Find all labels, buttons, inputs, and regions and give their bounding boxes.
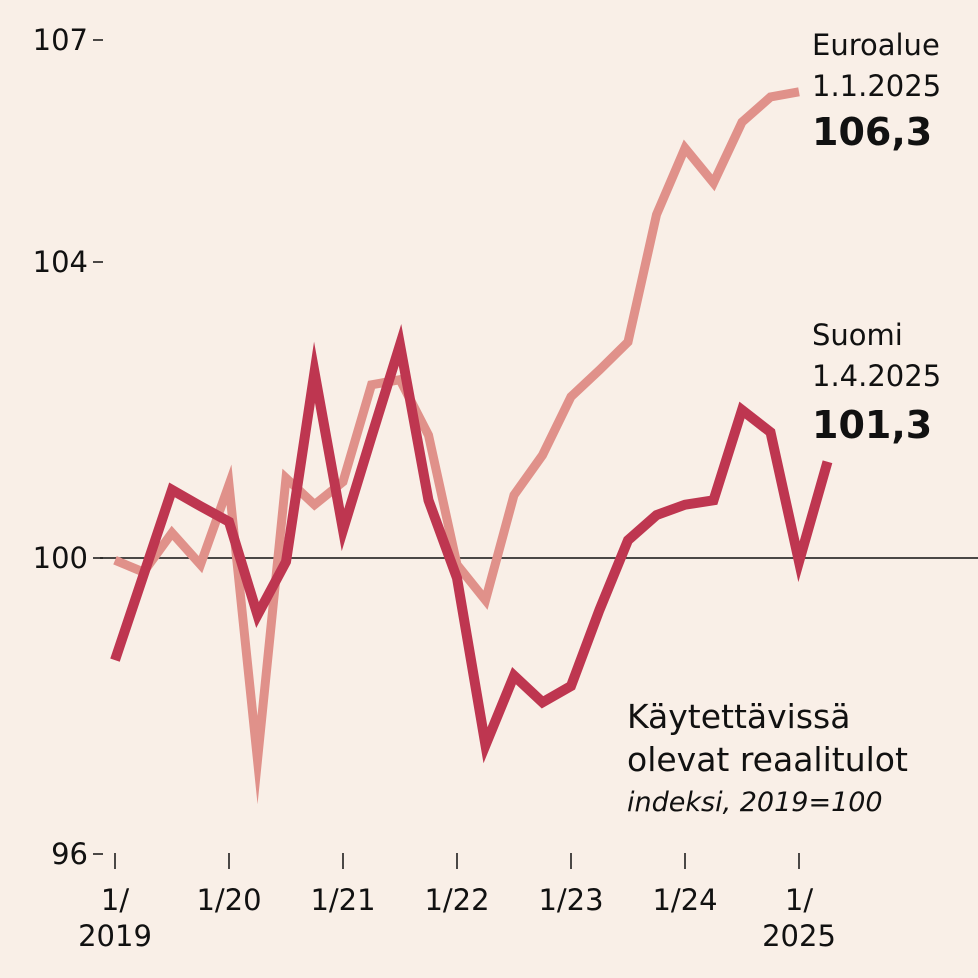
euro-series-name: Euroalue [812,28,940,62]
suomi-series-date: 1.4.2025 [812,359,941,393]
x-tick-label: 1/24 [652,883,717,917]
x-tick-label: 1/22 [424,883,489,917]
x-tick-label-year: 2025 [762,919,836,953]
chart-title-line2: olevat reaalitulot [627,740,908,779]
series-lines [110,87,833,805]
chart-title-line1: Käytettävissä [627,697,850,736]
euro-series-value: 106,3 [812,110,932,154]
x-tick-label: 1/20 [196,883,261,917]
y-axis: 96 100 104 107 [33,23,103,871]
x-tick-label: 1/ [785,883,813,917]
x-tick-label: 1/23 [538,883,603,917]
y-tick-label: 107 [33,23,88,57]
x-tick-label-year: 2019 [78,919,152,953]
series-line-euroalue [113,87,800,805]
x-axis: 1/2019 1/20 1/21 1/22 1/23 1/24 1/2025 [78,853,836,953]
x-tick-label: 1/21 [310,883,375,917]
suomi-series-value: 101,3 [812,403,932,447]
series-line-suomi [110,323,833,764]
euro-series-date: 1.1.2025 [812,69,941,103]
suomi-series-name: Suomi [812,318,903,352]
chart-subtitle: indeksi, 2019=100 [627,787,883,818]
x-tick-label: 1/ [101,883,129,917]
y-tick-label: 104 [33,245,88,279]
y-tick-label: 100 [33,541,88,575]
y-tick-label: 96 [51,837,88,871]
